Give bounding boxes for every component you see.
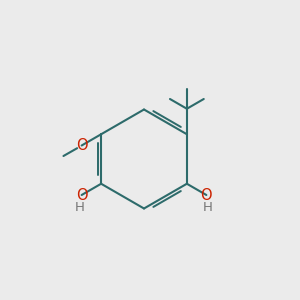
- Text: O: O: [76, 188, 88, 202]
- Text: O: O: [76, 138, 88, 153]
- Text: O: O: [200, 188, 212, 202]
- Text: H: H: [203, 201, 213, 214]
- Text: H: H: [75, 201, 85, 214]
